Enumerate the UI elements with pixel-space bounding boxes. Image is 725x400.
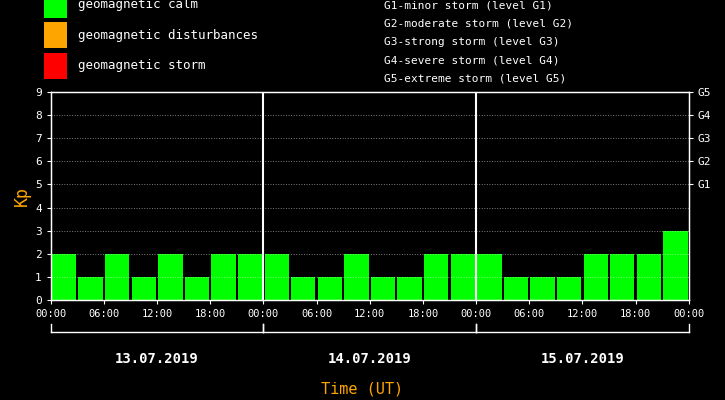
Bar <box>238 254 262 300</box>
Text: 13.07.2019: 13.07.2019 <box>115 352 199 366</box>
Bar <box>132 277 156 300</box>
Bar <box>52 254 76 300</box>
Bar <box>318 277 342 300</box>
Bar <box>477 254 502 300</box>
Text: 15.07.2019: 15.07.2019 <box>541 352 624 366</box>
Bar <box>78 277 103 300</box>
Text: G4-severe storm (level G4): G4-severe storm (level G4) <box>384 56 560 66</box>
Bar <box>637 254 661 300</box>
Bar <box>663 231 687 300</box>
Bar <box>291 277 315 300</box>
Text: geomagnetic disturbances: geomagnetic disturbances <box>78 29 257 42</box>
Bar <box>451 254 475 300</box>
Text: G2-moderate storm (level G2): G2-moderate storm (level G2) <box>384 18 573 28</box>
Text: G5-extreme storm (level G5): G5-extreme storm (level G5) <box>384 74 566 84</box>
Bar <box>105 254 129 300</box>
Bar <box>504 277 528 300</box>
Bar <box>424 254 448 300</box>
Bar <box>265 254 289 300</box>
Bar <box>610 254 634 300</box>
Bar <box>185 277 209 300</box>
Bar <box>557 277 581 300</box>
Bar <box>212 254 236 300</box>
Text: 14.07.2019: 14.07.2019 <box>328 352 412 366</box>
Bar <box>584 254 608 300</box>
Bar <box>371 277 395 300</box>
Text: geomagnetic storm: geomagnetic storm <box>78 60 205 72</box>
Bar <box>344 254 368 300</box>
Text: Time (UT): Time (UT) <box>321 381 404 396</box>
Text: G1-minor storm (level G1): G1-minor storm (level G1) <box>384 0 553 10</box>
Text: geomagnetic calm: geomagnetic calm <box>78 0 198 11</box>
Bar <box>44 53 67 79</box>
Bar <box>44 22 67 48</box>
Bar <box>158 254 183 300</box>
Bar <box>531 277 555 300</box>
Bar <box>44 0 67 18</box>
Bar <box>397 277 422 300</box>
Text: G3-strong storm (level G3): G3-strong storm (level G3) <box>384 37 560 47</box>
Y-axis label: Kp: Kp <box>13 186 30 206</box>
